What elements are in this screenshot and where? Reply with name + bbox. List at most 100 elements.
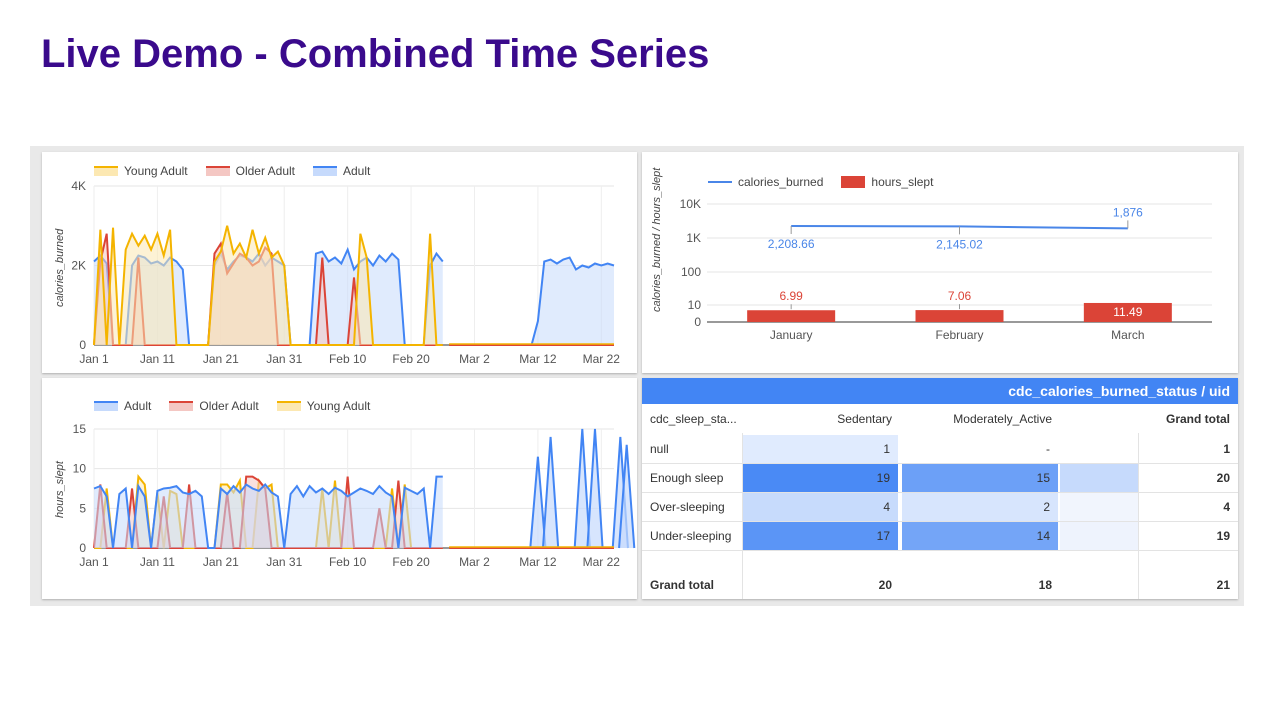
legend-label: Adult: [124, 399, 152, 413]
y-tick-label: 10: [73, 462, 87, 476]
table-cell: 15: [902, 464, 1058, 492]
x-tick-label: January: [770, 328, 813, 342]
legend-box: [841, 176, 866, 188]
bar-data-label: 7.06: [948, 289, 972, 303]
table-cell: 14: [902, 522, 1058, 550]
x-tick-label: Feb 20: [392, 352, 430, 366]
legend-label: Young Adult: [124, 164, 188, 178]
row-label: null: [650, 442, 669, 456]
young-adult-series-area: [94, 225, 443, 345]
adult-peak-area: [574, 429, 590, 548]
legend-line: [708, 181, 732, 183]
x-tick-label: Jan 21: [203, 555, 239, 569]
hours-slept-bar[interactable]: [1083, 302, 1172, 322]
legend-label: Adult: [343, 164, 371, 178]
row-grand-total: 19: [1216, 529, 1230, 543]
legend-swatch: [205, 166, 230, 176]
x-tick-label: Jan 31: [266, 352, 302, 366]
calories-area-chart: 0 2K 4K Jan 1 Jan 11 Jan 21 Jan 31 Feb 10 Feb 20…: [71, 179, 620, 366]
x-tick-label: Feb 10: [329, 352, 367, 366]
adult-peak-area: [542, 436, 559, 548]
legend-item-calories-burned[interactable]: calories_burned: [708, 175, 823, 189]
row-label: Enough sleep: [650, 471, 724, 485]
table-cell: [1060, 493, 1138, 521]
combo-chart-legend: calories_burned hours_slept: [708, 175, 933, 189]
adult-peak-line: [586, 428, 604, 549]
legend-swatch: [94, 401, 118, 411]
row-label: Over-sleeping: [650, 500, 725, 514]
x-tick-label: March: [1111, 328, 1144, 342]
y-tick-label: 4K: [71, 179, 86, 193]
x-tick-label: Jan 1: [79, 555, 109, 569]
legend-label: hours_slept: [871, 175, 934, 189]
hours-slept-bar[interactable]: [747, 310, 836, 322]
hours-area-chart: 0 5 10 15 Jan 1 Jan 11 Jan 21 Jan 31 Feb 10 Feb 2…: [73, 422, 636, 569]
grand-total-cell: 20: [878, 578, 892, 592]
calories-chart-legend: Young Adult Older Adult Adult: [94, 164, 370, 178]
young-adult-series-line: [93, 225, 443, 346]
legend-item-older-adult[interactable]: Older Adult: [169, 399, 259, 413]
hours-slept-bar[interactable]: [915, 310, 1004, 322]
adult-series-late-line: [530, 256, 615, 346]
line-data-label: 2,208.66: [768, 237, 815, 251]
x-tick-label: February: [935, 328, 983, 342]
x-tick-label: Jan 1: [79, 352, 109, 366]
adult-series-late-area: [531, 257, 614, 345]
adult-series-line: [93, 475, 443, 549]
x-tick-label: Jan 21: [203, 352, 239, 366]
adult-peak-line: [529, 456, 547, 549]
bar-data-label: 11.49: [1113, 305, 1142, 319]
row-grand-total: 20: [1216, 471, 1230, 485]
row-grand-total: 4: [1223, 500, 1230, 514]
combo-chart-card: calories_burned hours_slept calories_bur…: [642, 152, 1238, 373]
legend-label: Young Adult: [306, 399, 371, 413]
x-tick-label: Jan 11: [140, 352, 175, 366]
legend-item-hours-slept[interactable]: hours_slept: [841, 175, 933, 189]
column-divider: [742, 433, 743, 599]
x-tick-label: Mar 12: [519, 555, 557, 569]
x-tick-label: Mar 12: [519, 352, 557, 366]
grand-total-cell: 18: [1038, 578, 1052, 592]
y-tick-label: 15: [73, 422, 87, 436]
table-cell: [1060, 522, 1138, 550]
legend-label: Older Adult: [235, 164, 295, 178]
table-cell: -: [902, 435, 1058, 463]
x-tick-label: Jan 31: [266, 555, 302, 569]
pivot-table: cdc_calories_burned_status / uid cdc_sle…: [642, 378, 1238, 599]
table-cell: 4: [742, 493, 898, 521]
grand-total-cell: 21: [1216, 578, 1230, 592]
y-tick-label: 0: [79, 541, 86, 555]
table-cell: [1060, 464, 1138, 492]
y-tick-label: 2K: [71, 259, 86, 273]
legend-item-young-adult[interactable]: Young Adult: [276, 399, 371, 413]
row-grand-total: 1: [1223, 442, 1230, 456]
x-tick-label: Mar 22: [583, 555, 621, 569]
combo-chart: 0 10 100 1K 10K January February March 6.99 7.06 1…: [680, 197, 1212, 342]
y-tick-label: 0: [79, 338, 86, 352]
column-header-moderately-active: Moderately_Active: [953, 412, 1052, 426]
legend-item-young-adult[interactable]: Young Adult: [94, 164, 188, 178]
column-header-grand-total: Grand total: [1165, 412, 1230, 426]
table-cell: [1060, 435, 1138, 463]
slide-title: Live Demo - Combined Time Series: [41, 32, 710, 76]
table-cell: 17: [742, 522, 898, 550]
y-tick-label: 1K: [686, 231, 701, 245]
dashboard: Young Adult Older Adult Adult calories_b…: [30, 146, 1244, 606]
adult-peak-area: [587, 429, 603, 548]
table-cell: 19: [742, 464, 898, 492]
legend-item-adult[interactable]: Adult: [313, 164, 370, 178]
legend-item-adult[interactable]: Adult: [94, 399, 151, 413]
legend-item-older-adult[interactable]: Older Adult: [205, 164, 295, 178]
adult-peak-area: [530, 456, 546, 548]
row-label: Under-sleeping: [650, 529, 732, 543]
hours-chart-card: Adult Older Adult Young Adult hours_slep…: [42, 378, 637, 599]
row-dimension-header: cdc_sleep_sta...: [650, 412, 737, 426]
adult-peak-line: [541, 436, 560, 549]
line-data-label: 1,876: [1113, 205, 1143, 219]
table-cell: 1: [742, 435, 898, 463]
row-divider: [642, 463, 1238, 464]
x-tick-label: Mar 2: [459, 555, 490, 569]
legend-swatch: [169, 401, 194, 411]
pivot-header[interactable]: cdc_calories_burned_status / uid: [642, 378, 1238, 404]
adult-peak-line: [573, 428, 591, 549]
